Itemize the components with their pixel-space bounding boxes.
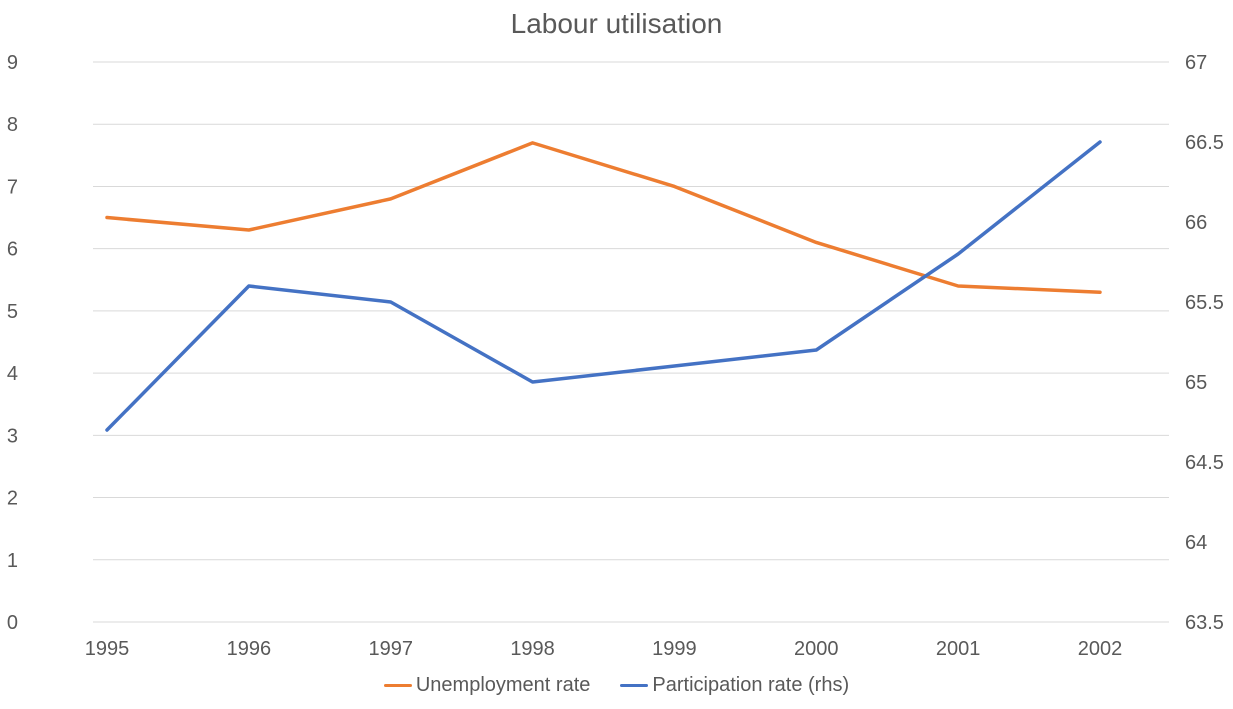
chart-title: Labour utilisation [510, 8, 723, 39]
left-axis-tick-label: 7 [7, 176, 18, 198]
x-axis-tick-label: 1999 [652, 638, 697, 660]
right-axis-tick-label: 67 [1185, 52, 1207, 74]
legend-swatch-participation-rate [620, 684, 649, 687]
right-axis-tick-label: 66.5 [1185, 132, 1224, 154]
left-axis-tick-label: 1 [7, 550, 18, 572]
left-axis-tick-label: 0 [7, 612, 18, 634]
series-line-unemployment-rate [105, 141, 1102, 294]
x-axis-tick-label: 2000 [794, 638, 839, 660]
x-axis-tick-label: 1996 [227, 638, 272, 660]
right-axis-tick-label: 64.5 [1185, 452, 1224, 474]
series-line-participation-rate-rhs [105, 140, 1102, 432]
left-axis-tick-label: 4 [7, 363, 18, 385]
legend-label-unemployment-rate: Unemployment rate [415, 674, 591, 696]
x-axis-tick-label: 2002 [1078, 638, 1123, 660]
legend-item-participation-rate: Participation rate (rhs) [620, 674, 849, 697]
legend: Unemployment rate Participation rate (rh… [0, 674, 1233, 697]
right-axis-tick-label: 65.5 [1185, 292, 1224, 314]
right-axis-tick-label: 66 [1185, 212, 1207, 234]
left-axis-tick-label: 2 [7, 488, 18, 510]
legend-item-unemployment-rate: Unemployment rate [383, 674, 591, 697]
left-axis-tick-label: 8 [7, 114, 18, 136]
x-axis-tick-label: 1998 [510, 638, 555, 660]
left-axis-tick-label: 9 [7, 52, 18, 74]
x-axis-tick-label: 1997 [368, 638, 413, 660]
left-axis-tick-label: 5 [7, 301, 18, 323]
right-axis-tick-label: 63.5 [1185, 612, 1224, 634]
x-axis-tick-label: 2001 [936, 638, 981, 660]
legend-label-participation-rate: Participation rate (rhs) [652, 674, 850, 696]
x-axis-tick-label: 1995 [85, 638, 130, 660]
left-axis-tick-label: 3 [7, 425, 18, 447]
left-axis-tick-label: 6 [7, 239, 18, 261]
right-axis-tick-label: 65 [1185, 372, 1207, 394]
legend-swatch-unemployment-rate [383, 684, 412, 687]
right-axis-tick-label: 64 [1185, 532, 1207, 554]
